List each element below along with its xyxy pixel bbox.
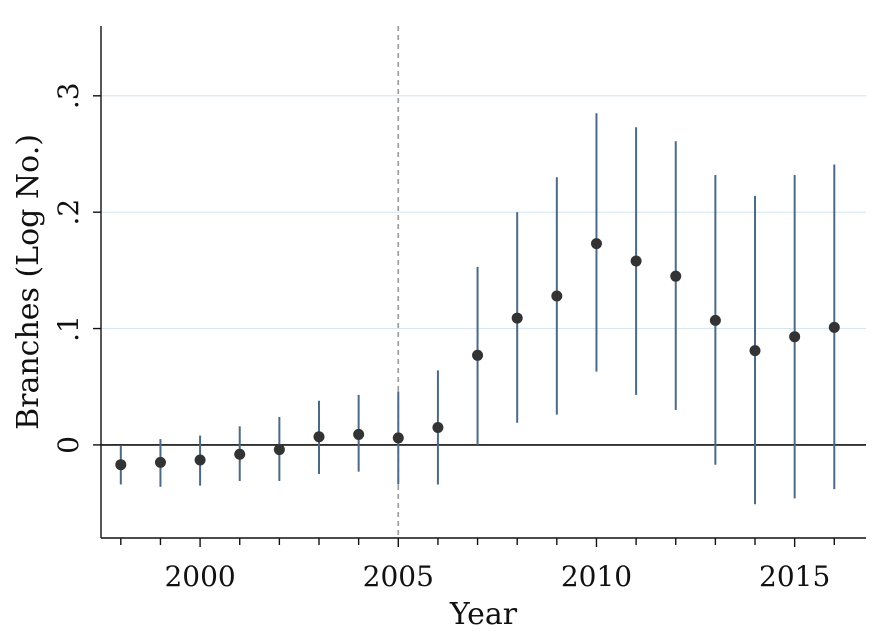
y-axis-ticks: 0 .1 .2 .3 <box>52 82 101 454</box>
data-point <box>511 312 523 324</box>
x-tick-label: 2015 <box>759 560 830 593</box>
data-point <box>590 238 602 250</box>
x-axis-ticks: 2000 2005 2010 2015 <box>120 538 835 593</box>
data-point <box>789 331 801 343</box>
data-point <box>115 459 127 471</box>
y-tick-label: .2 <box>52 199 85 226</box>
x-tick-label: 2005 <box>363 560 434 593</box>
y-tick-label: .3 <box>52 82 85 109</box>
data-point <box>551 290 563 302</box>
x-tick-label: 2000 <box>164 560 235 593</box>
data-point <box>392 432 404 444</box>
data-point <box>670 270 682 282</box>
data-point <box>154 456 166 468</box>
data-point <box>749 345 761 357</box>
grid-lines <box>101 95 866 330</box>
data-point <box>709 314 721 326</box>
y-axis-title: Branches (Log No.) <box>11 134 46 430</box>
y-tick-label: 0 <box>52 436 85 454</box>
data-point <box>273 444 285 456</box>
x-axis-title: Year <box>449 597 518 632</box>
data-point <box>630 255 642 267</box>
data-point <box>313 431 325 443</box>
data-point <box>472 349 484 361</box>
data-point <box>828 321 840 333</box>
data-point <box>234 448 246 460</box>
data-point <box>353 428 365 440</box>
data-point <box>432 421 444 433</box>
data-points <box>115 238 840 471</box>
y-tick-label: .1 <box>52 315 85 342</box>
x-tick-label: 2010 <box>561 560 632 593</box>
data-point <box>194 454 206 466</box>
